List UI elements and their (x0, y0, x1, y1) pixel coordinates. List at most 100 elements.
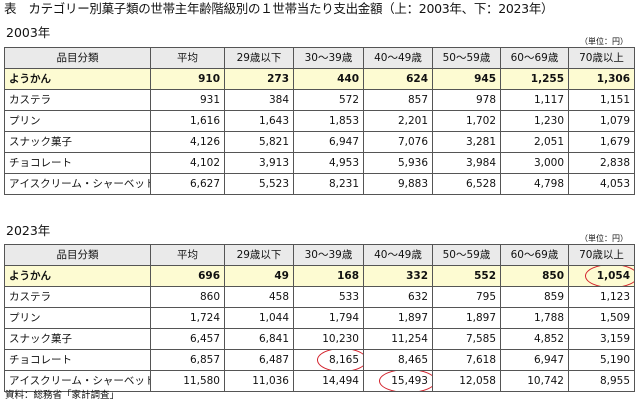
table-row: スナック菓子 4,126 5,821 6,947 7,076 3,281 2,0… (4, 131, 635, 153)
value-cell: 860 (150, 286, 225, 308)
value-cell: 5,821 (224, 131, 294, 153)
value-cell: 850 (500, 265, 569, 287)
value-cell: 1,724 (150, 307, 225, 329)
value-cell: 6,487 (224, 349, 294, 371)
table-row: カステラ 931 384 572 857 978 1,117 1,151 (4, 89, 635, 111)
header-cell: 29歳以下 (224, 47, 294, 69)
category-cell: カステラ (4, 89, 151, 111)
value-cell: 4,953 (293, 152, 364, 174)
value-cell: 5,936 (363, 152, 433, 174)
value-cell: 8,465 (363, 349, 433, 371)
value-cell: 4,053 (568, 173, 635, 195)
highlight-circle: 1,054 (584, 266, 634, 286)
value-cell: 696 (150, 265, 225, 287)
value-cell: 3,913 (224, 152, 294, 174)
value-cell: 458 (224, 286, 294, 308)
value-cell: 2,838 (568, 152, 635, 174)
header-cell: 70歳以上 (568, 47, 635, 69)
value-cell: 168 (293, 265, 364, 287)
value-cell: 1,151 (568, 89, 635, 111)
table-2003: 品目分類 平均 29歳以下 30～39歳 40～49歳 50～59歳 60～69… (4, 47, 635, 195)
value-cell: 978 (432, 89, 501, 111)
value-cell: 1,509 (568, 307, 635, 329)
value-cell: 9,883 (363, 173, 433, 195)
value-cell: 1,643 (224, 110, 294, 132)
value-cell: 440 (293, 68, 364, 90)
header-cell: 50～59歳 (432, 47, 501, 69)
value-cell: 332 (363, 265, 433, 287)
value-cell: 2,051 (500, 131, 569, 153)
table-row: チョコレート 4,102 3,913 4,953 5,936 3,984 3,0… (4, 152, 635, 174)
value-cell: 4,102 (150, 152, 225, 174)
value-cell: 1,702 (432, 110, 501, 132)
highlight-circle: 15,493 (379, 371, 432, 391)
value-cell: 1,306 (568, 68, 635, 90)
value-cell: 5,190 (568, 349, 635, 371)
table-2023-unit: （単位：円） (580, 234, 628, 243)
value-cell: 3,281 (432, 131, 501, 153)
value-cell: 1,853 (293, 110, 364, 132)
value-cell: 945 (432, 68, 501, 90)
value-cell: 572 (293, 89, 364, 111)
category-cell: カステラ (4, 286, 151, 308)
value-cell: 6,627 (150, 173, 225, 195)
table-row: プリン 1,724 1,044 1,794 1,897 1,897 1,788 … (4, 307, 635, 329)
value-cell: 14,494 (293, 370, 364, 392)
header-cell: 30～39歳 (293, 47, 364, 69)
value-cell: 7,618 (432, 349, 501, 371)
header-cell: 品目分類 (4, 47, 151, 69)
table-row: ようかん 910 273 440 624 945 1,255 1,306 (4, 68, 635, 90)
value-cell: 7,585 (432, 328, 501, 350)
value-cell: 1,123 (568, 286, 635, 308)
value-cell: 11,036 (224, 370, 294, 392)
header-cell: 60～69歳 (500, 244, 569, 266)
category-cell: プリン (4, 307, 151, 329)
value-cell: 6,947 (293, 131, 364, 153)
table-header-row: 品目分類 平均 29歳以下 30～39歳 40～49歳 50～59歳 60～69… (4, 244, 635, 266)
value-cell: 533 (293, 286, 364, 308)
category-cell: プリン (4, 110, 151, 132)
header-cell: 60～69歳 (500, 47, 569, 69)
header-cell: 40～49歳 (363, 244, 433, 266)
value-cell: 6,528 (432, 173, 501, 195)
value-cell: 6,857 (150, 349, 225, 371)
value-cell: 1,897 (363, 307, 433, 329)
value-cell: 910 (150, 68, 225, 90)
value-cell: 1,255 (500, 68, 569, 90)
value-cell: 3,000 (500, 152, 569, 174)
value-cell: 10,742 (500, 370, 569, 392)
value-cell: 8,165 (293, 349, 364, 371)
value-cell: 384 (224, 89, 294, 111)
header-cell: 29歳以下 (224, 244, 294, 266)
category-cell: アイスクリーム・シャーベット (4, 370, 151, 392)
value-cell: 11,254 (363, 328, 433, 350)
value-cell: 5,523 (224, 173, 294, 195)
highlight-circle: 8,165 (316, 350, 363, 370)
value-cell: 1,230 (500, 110, 569, 132)
value-cell: 1,794 (293, 307, 364, 329)
table-2023: 品目分類 平均 29歳以下 30～39歳 40～49歳 50～59歳 60～69… (4, 244, 635, 392)
value-cell: 8,955 (568, 370, 635, 392)
page-title: 表 カテゴリー別菓子類の世帯主年齢階級別の１世帯当たり支出金額（上：2003年、… (4, 1, 554, 16)
category-cell: チョコレート (4, 349, 151, 371)
value-cell: 1,117 (500, 89, 569, 111)
value-cell: 2,201 (363, 110, 433, 132)
value-cell: 12,058 (432, 370, 501, 392)
value-cell: 1,044 (224, 307, 294, 329)
value-cell: 4,126 (150, 131, 225, 153)
value-cell: 1,616 (150, 110, 225, 132)
value-cell: 6,841 (224, 328, 294, 350)
header-cell: 平均 (150, 244, 225, 266)
value-cell: 1,788 (500, 307, 569, 329)
value-cell: 1,054 (568, 265, 635, 287)
value-cell: 1,897 (432, 307, 501, 329)
header-cell: 品目分類 (4, 244, 151, 266)
table-row: アイスクリーム・シャーベット 11,580 11,036 14,494 15,4… (4, 370, 635, 392)
value-cell: 8,231 (293, 173, 364, 195)
value-cell: 859 (500, 286, 569, 308)
value-cell: 632 (363, 286, 433, 308)
table-row: アイスクリーム・シャーベット 6,627 5,523 8,231 9,883 6… (4, 173, 635, 195)
table-row: プリン 1,616 1,643 1,853 2,201 1,702 1,230 … (4, 110, 635, 132)
value-cell: 4,798 (500, 173, 569, 195)
value-cell: 6,947 (500, 349, 569, 371)
